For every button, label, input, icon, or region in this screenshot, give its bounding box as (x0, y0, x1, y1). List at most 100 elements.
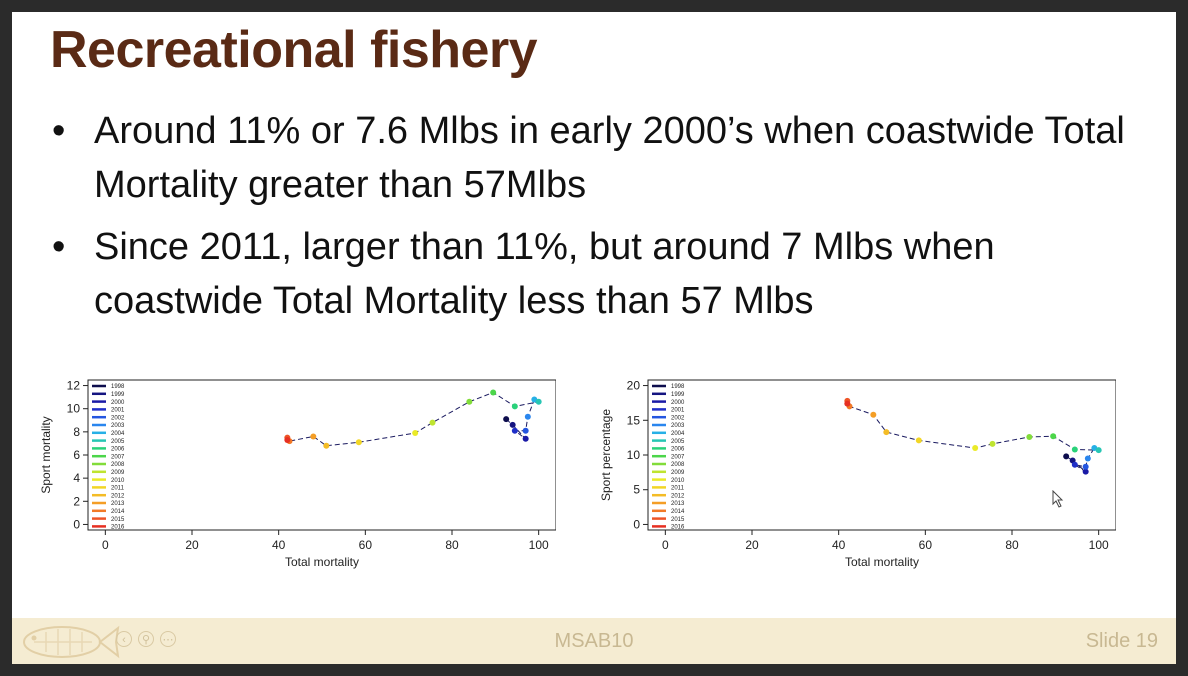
y-tick-label: 6 (73, 448, 80, 462)
legend-label: 2005 (111, 439, 125, 445)
sport-mortality-plot: 0 20 40 60 80 100 0 2 4 6 8 10 12 Total mortality Spor… (39, 379, 556, 569)
data-point-2011 (355, 439, 362, 446)
slide: Recreational fishery Around 11% or 7.6 M… (12, 12, 1176, 664)
legend-label: 2012 (671, 493, 685, 499)
data-point-2011 (915, 437, 922, 444)
legend-label: 2011 (671, 486, 685, 492)
data-point-2009 (989, 440, 996, 447)
x-tick-label: 80 (445, 538, 459, 552)
x-tick-label: 20 (745, 538, 759, 552)
legend-label: 2000 (671, 400, 685, 406)
legend-label: 2016 (111, 525, 125, 531)
slide-footer: ‹ ⚲ ⋯ MSAB10 Slide 19 (12, 618, 1176, 664)
legend-label: 2016 (671, 525, 685, 531)
data-point-2010 (412, 430, 419, 437)
legend-label: 2003 (671, 423, 685, 429)
legend-label: 2004 (671, 431, 685, 437)
x-axis-label: Total mortality (845, 555, 919, 569)
legend-label: 1998 (671, 384, 685, 390)
legend-label: 2003 (111, 423, 125, 429)
y-tick-label: 5 (633, 483, 640, 497)
data-point-2006 (1071, 446, 1078, 453)
legend-label: 2013 (111, 501, 125, 507)
legend-label: 2002 (111, 415, 125, 421)
data-point-2005 (1095, 447, 1102, 454)
y-tick-label: 12 (67, 379, 81, 393)
legend-label: 2001 (111, 408, 125, 414)
legend-label: 2013 (671, 501, 685, 507)
data-point-1998 (503, 416, 510, 423)
x-tick-label: 40 (272, 538, 286, 552)
legend-label: 2014 (111, 509, 125, 515)
data-point-1998 (1063, 453, 1070, 460)
legend-label: 2009 (111, 470, 125, 476)
series-line (286, 391, 541, 447)
legend-label: 1999 (671, 392, 685, 398)
legend-label: 2010 (111, 478, 125, 484)
data-point-2013 (870, 411, 877, 418)
data-point-2016 (844, 400, 851, 407)
legend-label: 2015 (111, 517, 125, 523)
legend-label: 2006 (111, 447, 125, 453)
prev-slide-button[interactable]: ‹ (116, 631, 132, 647)
legend-label: 2000 (111, 400, 125, 406)
bullet-list: Around 11% or 7.6 Mlbs in early 2000’s w… (50, 104, 1160, 336)
legend-label: 2014 (671, 509, 685, 515)
mouse-cursor-icon (1052, 490, 1064, 508)
data-point-2010 (972, 445, 979, 452)
more-options-button[interactable]: ⋯ (160, 631, 176, 647)
y-axis-label: Sport percentage (599, 409, 613, 501)
x-tick-label: 0 (102, 538, 109, 552)
data-point-2008 (466, 398, 473, 405)
x-tick-label: 100 (529, 538, 549, 552)
footer-event-label: MSAB10 (554, 630, 634, 652)
y-tick-label: 15 (627, 413, 641, 427)
y-tick-label: 2 (73, 494, 80, 508)
data-point-2001 (1071, 461, 1078, 468)
legend-label: 2007 (671, 454, 685, 460)
legend-label: 2008 (671, 462, 685, 468)
x-tick-label: 40 (832, 538, 846, 552)
y-axis-label: Sport mortality (39, 416, 53, 493)
y-tick-label: 8 (73, 425, 80, 439)
x-tick-label: 20 (185, 538, 199, 552)
y-tick-label: 10 (627, 448, 641, 462)
bullet-item: Around 11% or 7.6 Mlbs in early 2000’s w… (50, 104, 1160, 212)
x-tick-label: 80 (1005, 538, 1019, 552)
legend-label: 2011 (111, 486, 125, 492)
legend-label: 2001 (671, 408, 685, 414)
plot-frame (87, 379, 556, 531)
slide-number: Slide 19 (1085, 630, 1158, 652)
legend-label: 2004 (111, 431, 125, 437)
data-point-2007 (490, 389, 497, 396)
plot-frame (647, 379, 1116, 531)
data-point-2002 (1082, 463, 1089, 470)
legend-label: 2015 (671, 517, 685, 523)
x-tick-label: 0 (662, 538, 669, 552)
data-point-2012 (883, 429, 890, 436)
slide-title: Recreational fishery (50, 21, 538, 79)
legend-label: 2005 (671, 439, 685, 445)
data-point-2005 (535, 398, 542, 405)
data-point-2013 (310, 433, 317, 440)
data-point-2008 (1026, 433, 1033, 440)
x-axis-label: Total mortality (285, 555, 359, 569)
bullet-item: Since 2011, larger than 11%, but around … (50, 220, 1160, 328)
y-tick-label: 10 (67, 402, 81, 416)
series-line (846, 400, 1099, 473)
sport-percentage-plot: 0 20 40 60 80 100 0 5 10 15 20 Total mortality Sport… (599, 379, 1116, 569)
x-tick-label: 60 (919, 538, 933, 552)
data-point-2012 (323, 442, 330, 449)
legend-label: 2009 (671, 470, 685, 476)
data-point-2000 (522, 435, 529, 442)
data-point-1999 (509, 421, 516, 428)
x-tick-label: 100 (1089, 538, 1109, 552)
data-point-2003 (524, 413, 531, 420)
y-tick-label: 4 (73, 471, 80, 485)
zoom-icon[interactable]: ⚲ (138, 631, 154, 647)
legend-label: 1999 (111, 392, 125, 398)
legend-label: 2010 (671, 478, 685, 484)
data-point-2016 (284, 436, 291, 443)
